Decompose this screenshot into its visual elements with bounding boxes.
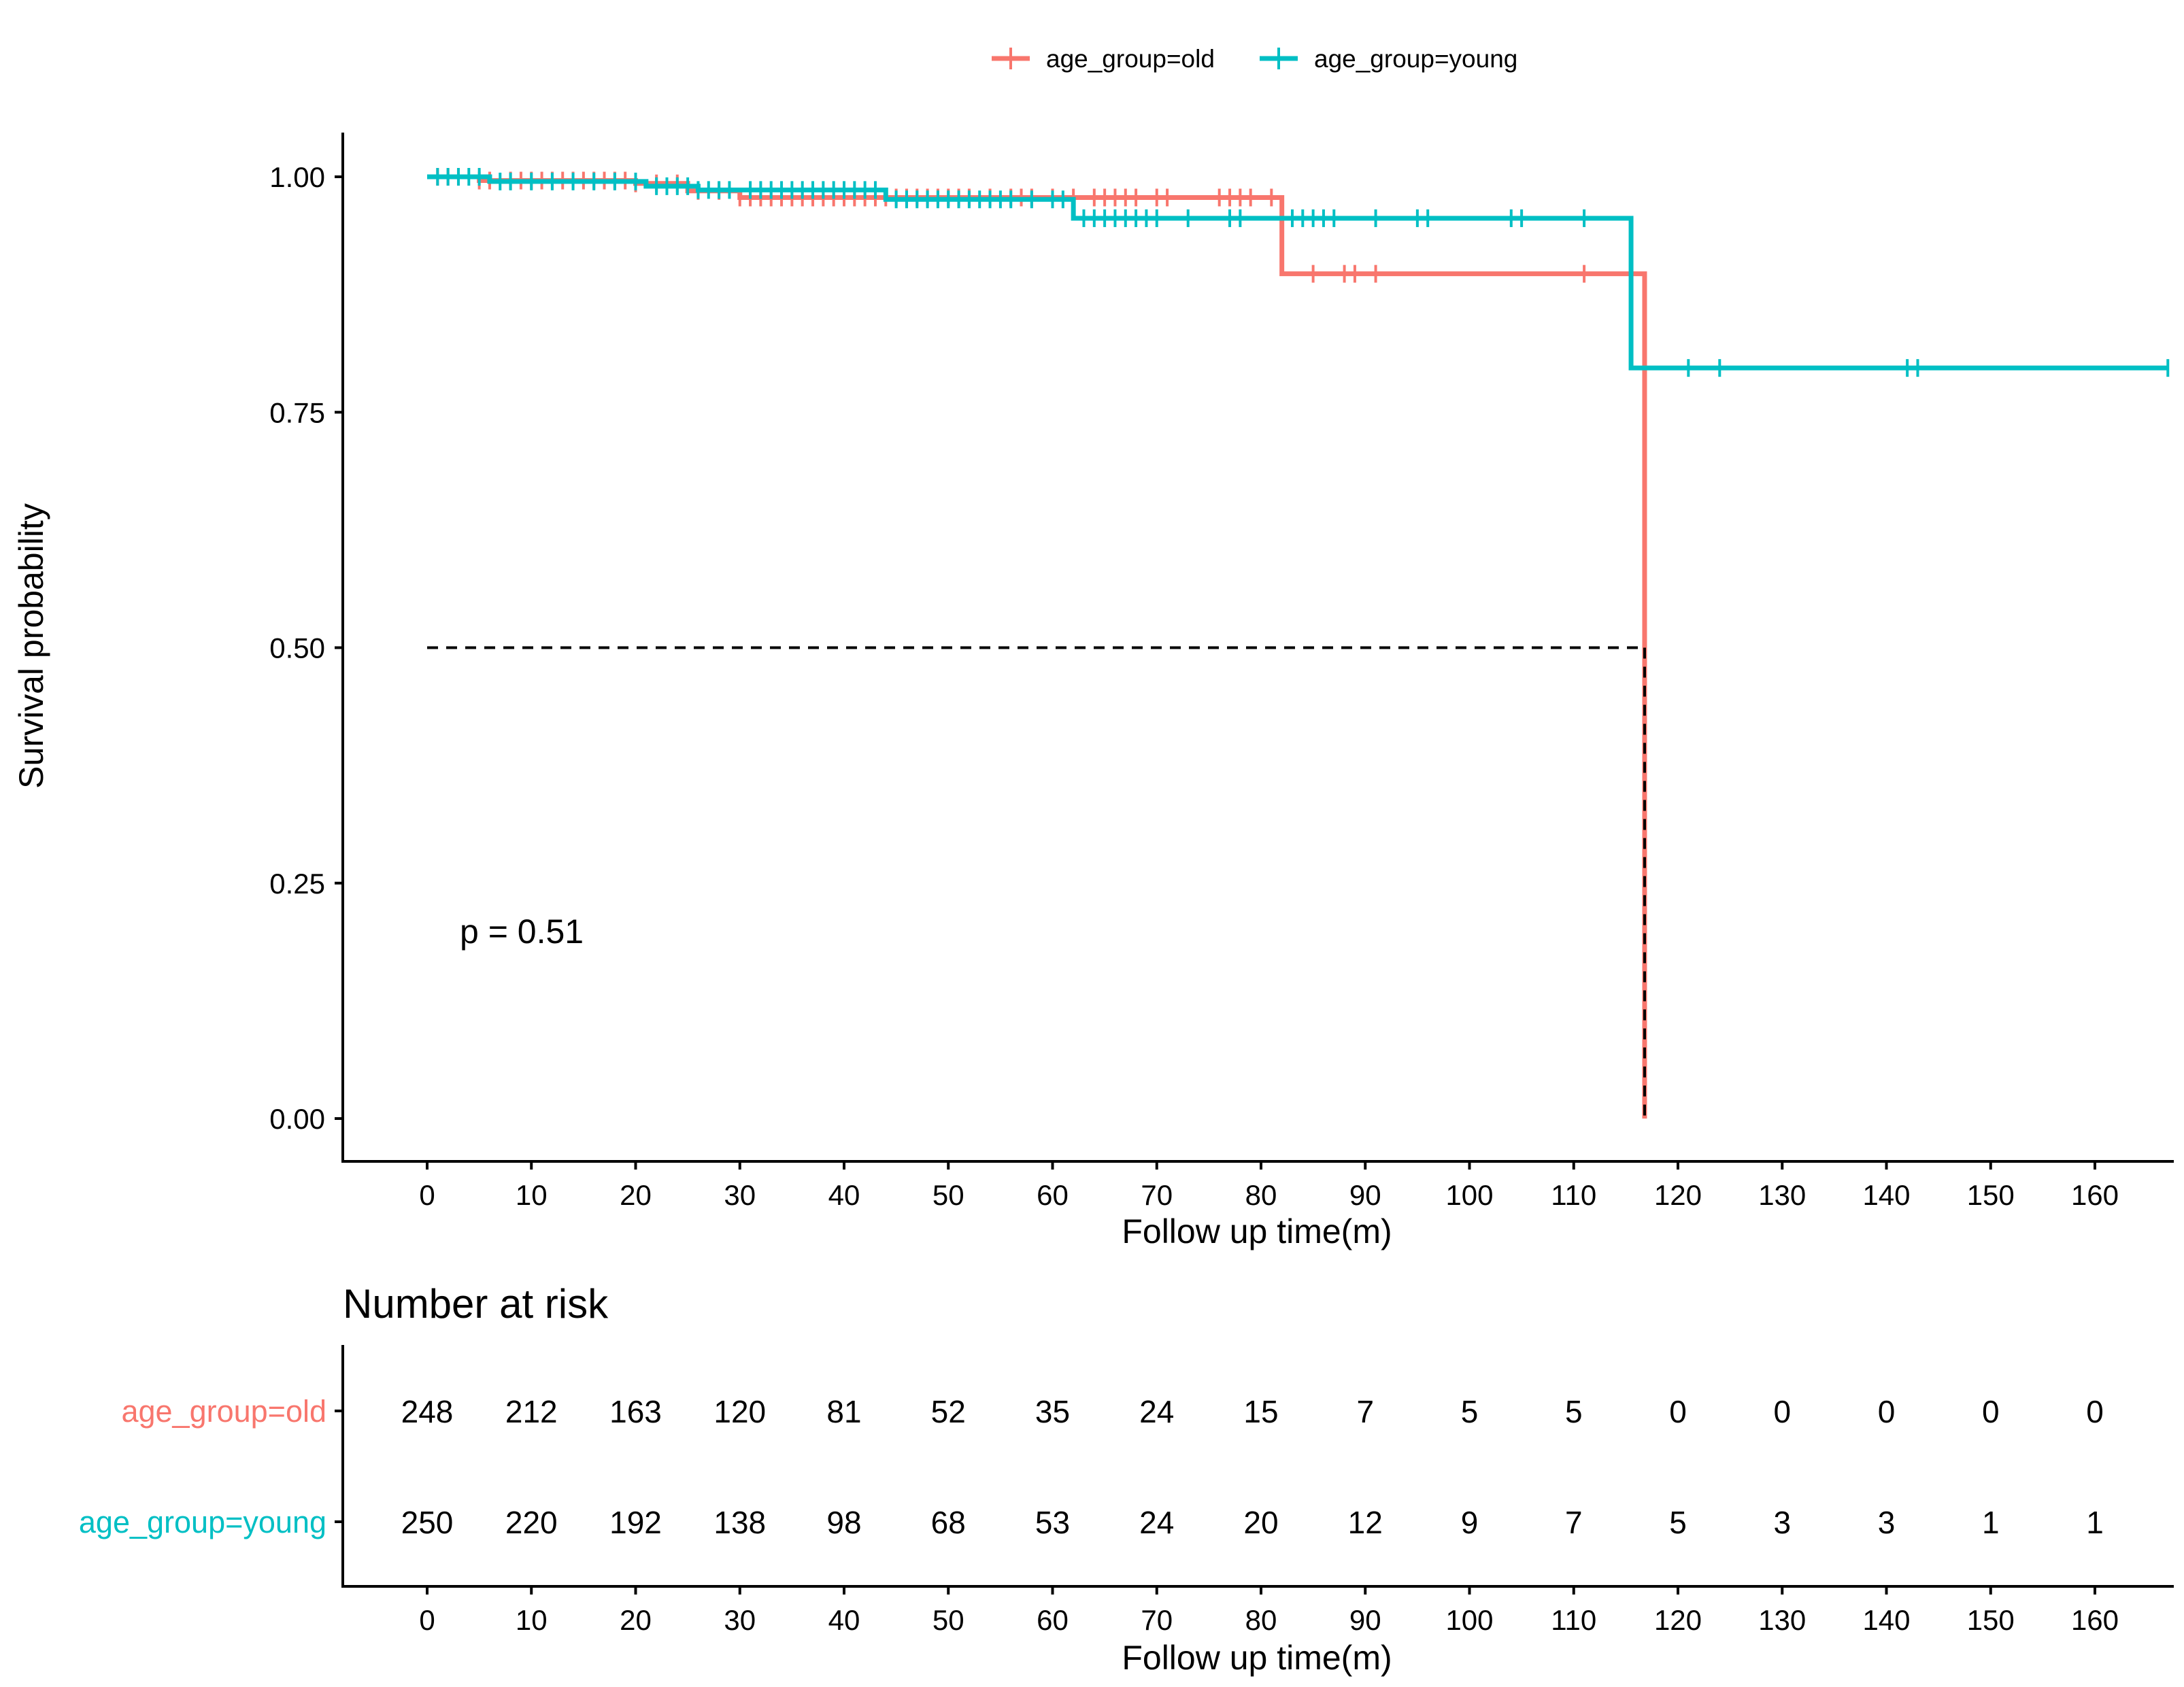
legend-item-young: age_group=young <box>1260 45 1517 73</box>
x-tick-label: 50 <box>933 1179 964 1211</box>
x-tick-label: 100 <box>1445 1179 1493 1211</box>
risk-table-x-axis-title: Follow up time(m) <box>1122 1639 1392 1677</box>
risk-count: 81 <box>826 1394 861 1429</box>
risk-x-tick-label: 80 <box>1245 1604 1277 1636</box>
risk-count: 220 <box>505 1505 558 1540</box>
risk-count: 138 <box>713 1505 766 1540</box>
x-tick-label: 160 <box>2071 1179 2119 1211</box>
legend-label-old: age_group=old <box>1046 45 1215 73</box>
risk-count: 1 <box>2086 1505 2104 1540</box>
x-tick-label: 90 <box>1349 1179 1381 1211</box>
x-tick-label: 40 <box>828 1179 860 1211</box>
risk-table-title: Number at risk <box>343 1281 609 1327</box>
y-axis-title: Survival probability <box>12 503 50 789</box>
y-tick-label: 0.75 <box>269 396 325 428</box>
risk-count: 53 <box>1035 1505 1070 1540</box>
risk-x-tick-label: 30 <box>724 1604 756 1636</box>
risk-count: 5 <box>1669 1505 1687 1540</box>
risk-table-x-ticks: 0 10 20 30 40 50 60 70 80 90 100 110 120 130 140 150 160 <box>419 1586 2119 1636</box>
risk-x-tick-label: 40 <box>828 1604 860 1636</box>
legend: age_group=old age_group=young <box>992 45 1517 73</box>
x-tick-label: 70 <box>1141 1179 1173 1211</box>
risk-count: 212 <box>505 1394 558 1429</box>
risk-count: 120 <box>713 1394 766 1429</box>
risk-count: 24 <box>1139 1394 1174 1429</box>
x-tick-label: 120 <box>1654 1179 1702 1211</box>
risk-x-tick-label: 10 <box>516 1604 548 1636</box>
censor-marks-young <box>436 168 2170 377</box>
risk-x-tick-label: 20 <box>620 1604 652 1636</box>
y-tick-label: 0.50 <box>269 632 325 664</box>
risk-count: 7 <box>1356 1394 1374 1429</box>
risk-table-rows: age_group=old 248 212 163 120 81 52 35 24 15 7 5 5 0 0… <box>79 1394 2104 1540</box>
survival-curves <box>427 168 2170 1119</box>
risk-count: 9 <box>1461 1505 1479 1540</box>
risk-count: 0 <box>1982 1394 2000 1429</box>
x-tick-label: 60 <box>1037 1179 1069 1211</box>
risk-x-tick-label: 160 <box>2071 1604 2119 1636</box>
risk-count: 248 <box>401 1394 454 1429</box>
risk-count: 3 <box>1878 1505 1896 1540</box>
risk-count: 15 <box>1243 1394 1278 1429</box>
risk-x-tick-label: 110 <box>1551 1604 1596 1636</box>
risk-count: 5 <box>1461 1394 1479 1429</box>
risk-row-young: age_group=young 250 220 192 138 98 68 53 24 20 12 9… <box>79 1505 2104 1540</box>
y-tick-label: 1.00 <box>269 161 325 193</box>
risk-x-tick-label: 140 <box>1862 1604 1910 1636</box>
x-tick-label: 0 <box>419 1179 435 1211</box>
legend-label-young: age_group=young <box>1314 45 1517 73</box>
y-tick-label: 0.00 <box>269 1103 325 1135</box>
risk-count: 52 <box>931 1394 966 1429</box>
risk-x-tick-label: 90 <box>1349 1604 1381 1636</box>
risk-count: 24 <box>1139 1505 1174 1540</box>
risk-x-tick-label: 70 <box>1141 1604 1173 1636</box>
x-axis-ticks: 0 10 20 30 40 50 60 70 80 90 100 110 120 130 140 150 160 <box>419 1161 2119 1211</box>
legend-item-old: age_group=old <box>992 45 1215 73</box>
risk-x-tick-label: 0 <box>419 1604 435 1636</box>
x-tick-label: 20 <box>620 1179 652 1211</box>
x-tick-label: 140 <box>1862 1179 1910 1211</box>
risk-x-tick-label: 120 <box>1654 1604 1702 1636</box>
risk-x-tick-label: 100 <box>1445 1604 1493 1636</box>
x-tick-label: 150 <box>1967 1179 2015 1211</box>
risk-count: 250 <box>401 1505 454 1540</box>
risk-count: 68 <box>931 1505 966 1540</box>
y-axis-ticks: 0.00 0.25 0.50 0.75 1.00 <box>269 161 343 1135</box>
risk-count: 5 <box>1565 1394 1583 1429</box>
risk-count: 12 <box>1348 1505 1383 1540</box>
x-axis-title: Follow up time(m) <box>1122 1212 1392 1250</box>
risk-count: 163 <box>609 1394 662 1429</box>
risk-count: 1 <box>1982 1505 2000 1540</box>
risk-x-tick-label: 60 <box>1037 1604 1069 1636</box>
p-value-annotation: p = 0.51 <box>460 913 584 951</box>
risk-count: 3 <box>1773 1505 1791 1540</box>
y-tick-label: 0.25 <box>269 868 325 900</box>
censor-marks-old <box>436 168 1633 283</box>
x-tick-label: 130 <box>1758 1179 1806 1211</box>
risk-x-tick-label: 50 <box>933 1604 964 1636</box>
risk-x-tick-label: 150 <box>1967 1604 2015 1636</box>
risk-count: 192 <box>609 1505 662 1540</box>
x-tick-label: 110 <box>1551 1179 1596 1211</box>
risk-count: 0 <box>1878 1394 1896 1429</box>
risk-row-label: age_group=young <box>79 1505 326 1539</box>
x-tick-label: 10 <box>516 1179 548 1211</box>
risk-count: 98 <box>826 1505 861 1540</box>
risk-count: 0 <box>2086 1394 2104 1429</box>
risk-count: 0 <box>1669 1394 1687 1429</box>
risk-count: 35 <box>1035 1394 1070 1429</box>
risk-x-tick-label: 130 <box>1758 1604 1806 1636</box>
x-tick-label: 80 <box>1245 1179 1277 1211</box>
risk-count: 20 <box>1243 1505 1278 1540</box>
risk-count: 7 <box>1565 1505 1583 1540</box>
risk-row-label: age_group=old <box>121 1394 326 1429</box>
risk-row-old: age_group=old 248 212 163 120 81 52 35 24 15 7 5 5 0 0… <box>121 1394 2103 1429</box>
x-tick-label: 30 <box>724 1179 756 1211</box>
risk-count: 0 <box>1773 1394 1791 1429</box>
